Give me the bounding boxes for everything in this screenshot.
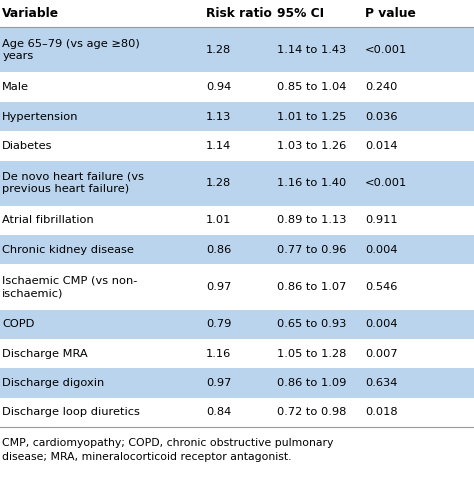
Text: 1.01: 1.01 [206, 216, 232, 226]
Bar [0, 73, 474, 102]
Text: 0.72 to 0.98: 0.72 to 0.98 [277, 407, 346, 417]
Bar [0, 339, 474, 368]
Text: 0.86: 0.86 [206, 245, 231, 255]
Bar [0, 310, 474, 339]
Text: 1.28: 1.28 [206, 45, 231, 55]
Text: Hypertension: Hypertension [2, 111, 79, 121]
Bar [0, 27, 474, 73]
Text: 0.85 to 1.04: 0.85 to 1.04 [277, 82, 346, 92]
Text: 1.28: 1.28 [206, 178, 231, 188]
Text: Discharge loop diuretics: Discharge loop diuretics [2, 407, 140, 417]
Text: 0.65 to 0.93: 0.65 to 0.93 [277, 319, 346, 329]
Text: 0.240: 0.240 [365, 82, 397, 92]
Text: 0.014: 0.014 [365, 141, 398, 151]
Text: 0.007: 0.007 [365, 348, 398, 358]
Text: 1.01 to 1.25: 1.01 to 1.25 [277, 111, 346, 121]
Bar [0, 161, 474, 206]
Bar [0, 0, 474, 27]
Text: 0.77 to 0.96: 0.77 to 0.96 [277, 245, 346, 255]
Text: 0.018: 0.018 [365, 407, 398, 417]
Text: 1.14: 1.14 [206, 141, 231, 151]
Text: Discharge MRA: Discharge MRA [2, 348, 88, 358]
Bar [0, 398, 474, 427]
Text: De novo heart failure (vs
previous heart failure): De novo heart failure (vs previous heart… [2, 172, 145, 195]
Text: Risk ratio: Risk ratio [206, 7, 272, 20]
Text: Variable: Variable [2, 7, 60, 20]
Text: 1.03 to 1.26: 1.03 to 1.26 [277, 141, 346, 151]
Text: Male: Male [2, 82, 29, 92]
Bar [0, 206, 474, 235]
Text: 0.94: 0.94 [206, 82, 231, 92]
Text: 0.004: 0.004 [365, 319, 398, 329]
Text: Discharge digoxin: Discharge digoxin [2, 378, 105, 388]
Text: 0.86 to 1.07: 0.86 to 1.07 [277, 282, 346, 292]
Text: 0.911: 0.911 [365, 216, 398, 226]
Text: Age 65–79 (vs age ≥80)
years: Age 65–79 (vs age ≥80) years [2, 39, 140, 61]
Text: 0.86 to 1.09: 0.86 to 1.09 [277, 378, 346, 388]
Text: 0.546: 0.546 [365, 282, 397, 292]
Text: 0.89 to 1.13: 0.89 to 1.13 [277, 216, 347, 226]
Bar [0, 102, 474, 131]
Text: 1.13: 1.13 [206, 111, 232, 121]
Text: <0.001: <0.001 [365, 45, 407, 55]
Text: 1.16 to 1.40: 1.16 to 1.40 [277, 178, 346, 188]
Text: 0.79: 0.79 [206, 319, 232, 329]
Text: Chronic kidney disease: Chronic kidney disease [2, 245, 134, 255]
Text: <0.001: <0.001 [365, 178, 407, 188]
Text: 0.004: 0.004 [365, 245, 398, 255]
Text: 0.84: 0.84 [206, 407, 231, 417]
Bar [0, 131, 474, 161]
Text: 0.634: 0.634 [365, 378, 397, 388]
Text: 95% CI: 95% CI [277, 7, 324, 20]
Text: P value: P value [365, 7, 416, 20]
Bar [0, 235, 474, 264]
Text: COPD: COPD [2, 319, 35, 329]
Text: Diabetes: Diabetes [2, 141, 53, 151]
Text: 0.97: 0.97 [206, 378, 232, 388]
Bar [0, 368, 474, 398]
Text: 1.05 to 1.28: 1.05 to 1.28 [277, 348, 346, 358]
Text: 1.16: 1.16 [206, 348, 231, 358]
Text: Ischaemic CMP (vs non-
ischaemic): Ischaemic CMP (vs non- ischaemic) [2, 276, 138, 298]
Text: 0.036: 0.036 [365, 111, 398, 121]
Text: 0.97: 0.97 [206, 282, 232, 292]
Bar [0, 264, 474, 310]
Text: Atrial fibrillation: Atrial fibrillation [2, 216, 94, 226]
Text: 1.14 to 1.43: 1.14 to 1.43 [277, 45, 346, 55]
Text: CMP, cardiomyopathy; COPD, chronic obstructive pulmonary
disease; MRA, mineraloc: CMP, cardiomyopathy; COPD, chronic obstr… [2, 438, 334, 462]
